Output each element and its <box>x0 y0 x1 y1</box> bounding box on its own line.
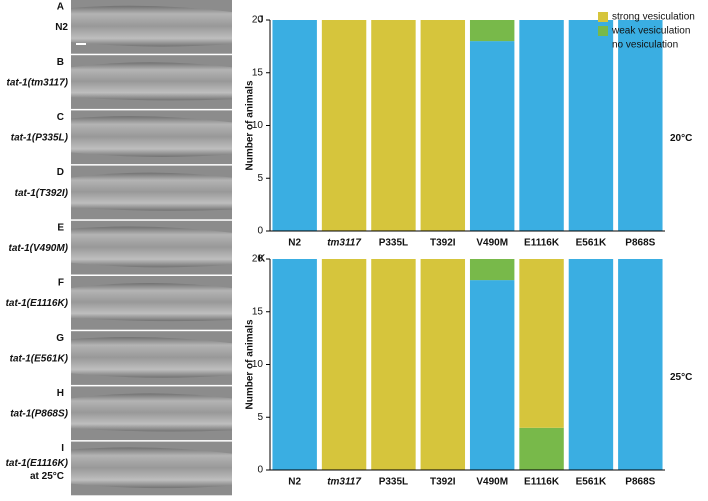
legend-label: strong vesiculation <box>612 12 695 23</box>
x-tick-label: T392I <box>430 238 456 249</box>
y-tick-label: 15 <box>252 67 264 78</box>
panel-letter: H <box>57 388 64 399</box>
x-tick-label: V490M <box>476 238 508 249</box>
worm-body <box>71 226 232 268</box>
bar-segment <box>469 259 515 281</box>
legend-label: no vesiculation <box>612 40 678 51</box>
bar-segment <box>420 259 466 470</box>
x-tick-label: E561K <box>576 477 607 488</box>
panel-label: tat-1(E561K) <box>10 353 69 364</box>
panel-label: tat-1(T392I) <box>15 188 69 199</box>
x-tick-label: P868S <box>625 477 655 488</box>
bar-segment <box>469 20 515 42</box>
bar-segment <box>469 41 515 231</box>
y-tick-label: 10 <box>252 359 264 370</box>
panel-letter: F <box>58 278 64 289</box>
panel-letter: B <box>57 57 64 68</box>
panel-letter: G <box>56 333 64 344</box>
legend-swatch <box>598 12 608 22</box>
bar-segment <box>519 20 564 231</box>
worm-body <box>71 172 232 211</box>
bar-segment <box>272 259 317 470</box>
bar-segment <box>519 259 564 428</box>
x-tick-label: tm3117 <box>327 477 361 488</box>
worm-body <box>71 336 232 378</box>
worm-body <box>71 62 232 101</box>
y-tick-label: 10 <box>252 120 264 131</box>
bar-segment <box>519 427 564 470</box>
panel-label: N2 <box>55 22 68 33</box>
panel-letter: E <box>57 222 64 233</box>
annotation: 25°C <box>670 372 692 383</box>
x-tick-label: E561K <box>576 238 607 249</box>
worm-body <box>71 393 232 432</box>
y-axis-label: Number of animals <box>245 319 256 409</box>
bar-segment <box>469 280 515 470</box>
bar-segment <box>420 20 466 231</box>
panel-letter: D <box>57 167 64 178</box>
worm-body <box>71 447 232 489</box>
panel-label: tat-1(E1116K) <box>6 458 69 469</box>
legend-label: weak vesiculation <box>611 26 690 37</box>
panel-label: tat-1(V490M) <box>9 243 69 254</box>
y-tick-label: 0 <box>257 226 263 237</box>
panel-letter: J <box>258 15 264 26</box>
legend-swatch <box>598 40 608 50</box>
bar-segment <box>272 20 317 231</box>
panel-letter: K <box>258 254 266 265</box>
bar-segment <box>618 20 663 231</box>
y-tick-label: 15 <box>252 306 264 317</box>
bar-segment <box>371 20 416 231</box>
panel-label: tat-1(tm3117) <box>7 77 69 88</box>
bar-segment <box>568 259 614 470</box>
x-tick-label: E1116K <box>524 238 560 249</box>
y-tick-label: 0 <box>257 465 263 476</box>
x-tick-label: N2 <box>288 238 301 249</box>
y-tick-label: 20 <box>252 254 264 265</box>
y-tick-label: 20 <box>252 15 264 26</box>
panel-sublabel: at 25°C <box>30 471 64 482</box>
bar-segment <box>371 259 416 470</box>
legend-swatch <box>598 26 608 36</box>
x-tick-label: T392I <box>430 477 456 488</box>
x-tick-label: P868S <box>625 238 655 249</box>
panel-label: tat-1(E1116K) <box>6 298 69 309</box>
panel-letter: C <box>57 112 64 123</box>
panel-label: tat-1(P868S) <box>10 409 68 420</box>
x-tick-label: P335L <box>379 477 408 488</box>
y-axis-label: Number of animals <box>245 80 256 170</box>
worm-body <box>71 5 232 47</box>
annotation: 20°C <box>670 133 692 144</box>
bar-segment <box>618 259 663 470</box>
bar-segment <box>321 259 367 470</box>
bar-segment <box>321 20 367 231</box>
x-tick-label: N2 <box>288 477 301 488</box>
y-tick-label: 5 <box>257 412 263 423</box>
worm-body <box>71 116 232 157</box>
x-tick-label: P335L <box>379 238 408 249</box>
bar-segment <box>568 20 614 231</box>
panel-label: tat-1(P335L) <box>11 133 69 144</box>
x-tick-label: tm3117 <box>327 238 361 249</box>
x-tick-label: V490M <box>476 477 508 488</box>
panel-letter: I <box>61 443 64 454</box>
x-tick-label: E1116K <box>524 477 560 488</box>
y-tick-label: 5 <box>257 173 263 184</box>
panel-letter: A <box>57 2 64 13</box>
worm-body <box>71 283 232 322</box>
